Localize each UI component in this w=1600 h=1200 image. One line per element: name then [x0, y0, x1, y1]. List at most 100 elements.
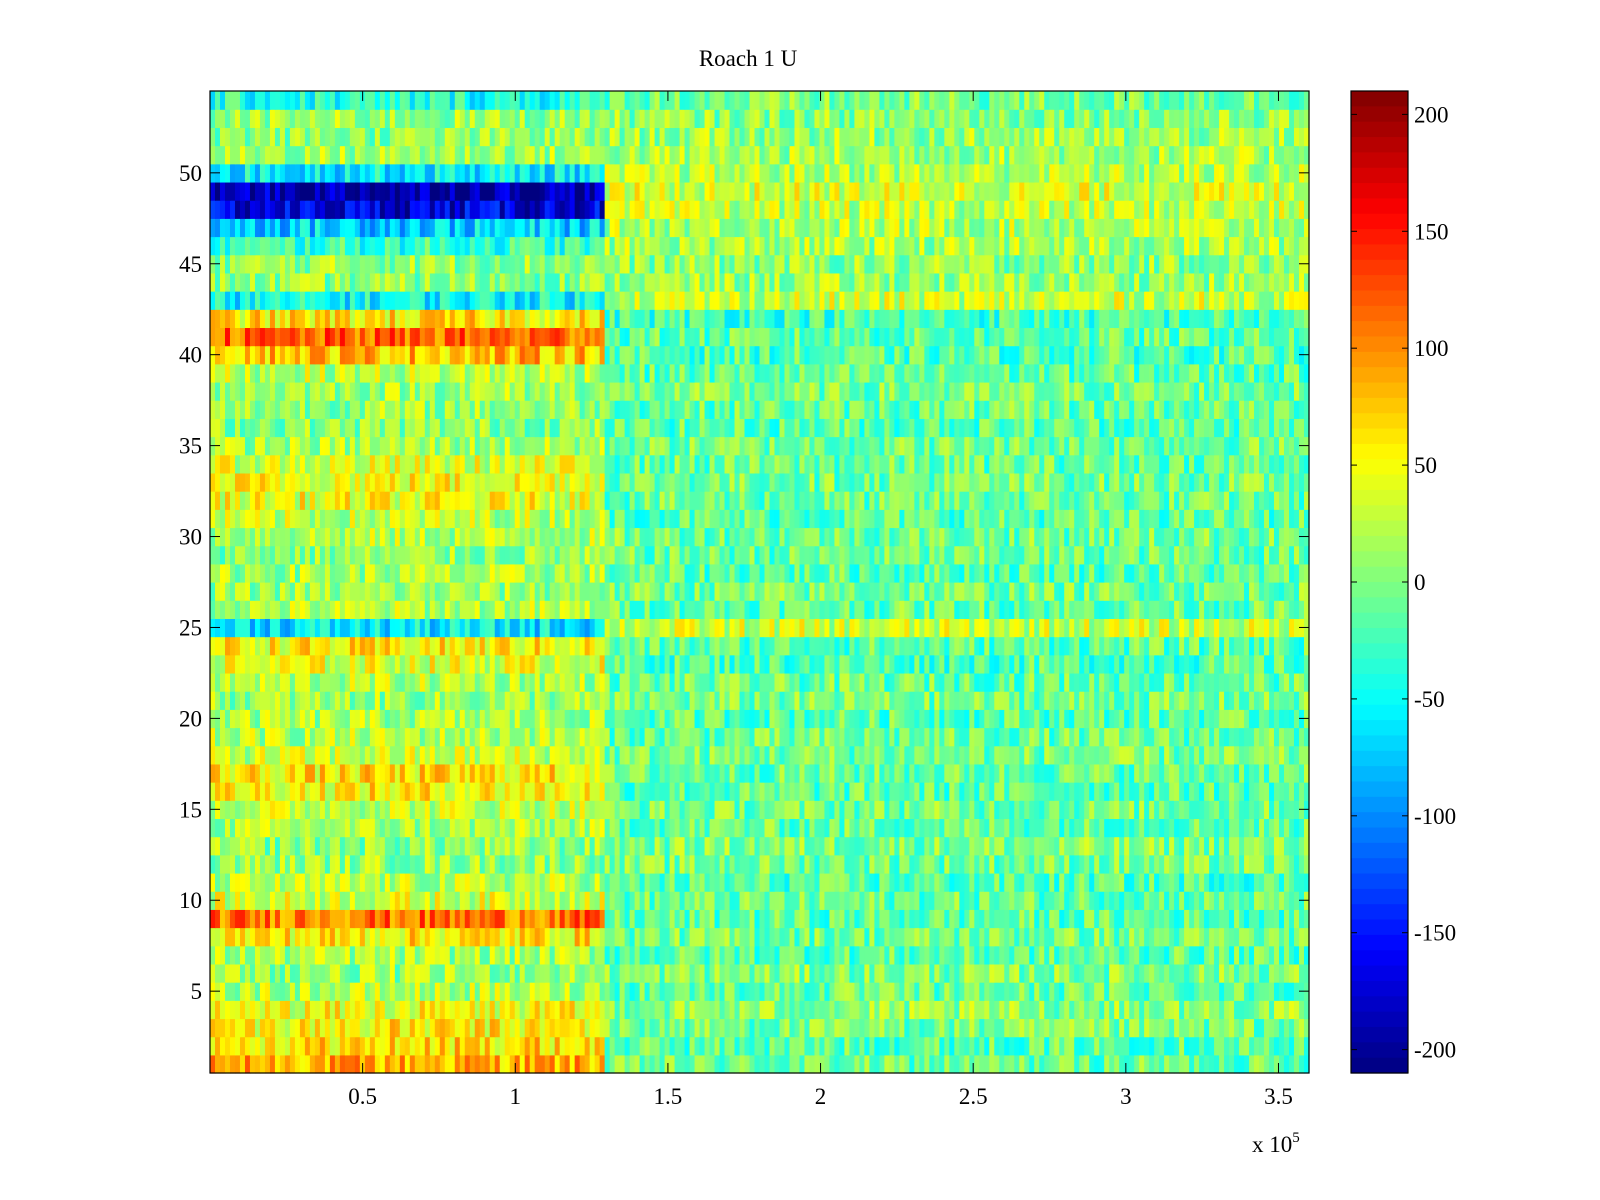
heatmap-cell [1244, 1018, 1250, 1038]
heatmap-cell [1299, 1018, 1305, 1038]
heatmap-cell [1034, 691, 1040, 710]
heatmap-cell [504, 709, 511, 729]
heatmap-cell [399, 927, 406, 947]
heatmap-cell [314, 945, 321, 965]
heatmap-cell [899, 782, 905, 801]
heatmap-cell [819, 909, 826, 929]
heatmap-cell [294, 782, 301, 801]
heatmap-cell [354, 1000, 361, 1020]
heatmap-cell [794, 800, 801, 820]
heatmap-cell [1249, 891, 1255, 910]
heatmap-cell [234, 818, 241, 838]
heatmap-cell [509, 872, 516, 892]
heatmap-cell [514, 727, 521, 747]
heatmap-cell [689, 963, 696, 983]
heatmap-cell [1214, 672, 1220, 692]
heatmap-cell [529, 854, 536, 874]
heatmap-cell [1014, 872, 1020, 892]
heatmap-cell [874, 927, 880, 947]
heatmap-cell [979, 854, 985, 874]
heatmap-cell [1269, 872, 1275, 892]
heatmap-cell [894, 672, 900, 692]
heatmap-cell [794, 982, 801, 1001]
heatmap-cell [569, 1018, 576, 1038]
heatmap-cell [424, 945, 431, 965]
heatmap-cell [994, 945, 1000, 965]
heatmap-cell [1064, 691, 1070, 710]
heatmap-cell [429, 982, 436, 1001]
heatmap-cell [1259, 1054, 1265, 1074]
heatmap-cell [1289, 1054, 1295, 1074]
heatmap-cell [769, 818, 776, 838]
heatmap-cell [709, 745, 716, 765]
heatmap-cell [229, 691, 236, 710]
heatmap-cell [1029, 1036, 1035, 1056]
heatmap-cell [564, 872, 571, 892]
heatmap-cell [889, 891, 895, 910]
heatmap-cell [709, 800, 716, 820]
heatmap-cell [944, 691, 950, 710]
heatmap-cell [1039, 872, 1045, 892]
heatmap-cell [879, 945, 885, 965]
heatmap-cell [1074, 691, 1080, 710]
heatmap-cell [1279, 872, 1285, 892]
heatmap-cell [819, 1054, 826, 1074]
heatmap-cell [1294, 836, 1300, 856]
heatmap-cell [319, 800, 326, 820]
heatmap-cell [1229, 1036, 1235, 1056]
heatmap-cell [549, 818, 556, 838]
heatmap-cell [409, 909, 416, 929]
heatmap-cell [814, 818, 821, 838]
heatmap-cell [399, 1054, 406, 1074]
heatmap-cell [609, 1054, 616, 1074]
heatmap-cell [664, 1036, 671, 1056]
heatmap-cell [1124, 763, 1130, 783]
heatmap-cell [594, 782, 601, 801]
heatmap-cell [1014, 1036, 1020, 1056]
heatmap-cell [489, 872, 496, 892]
heatmap-cell [704, 909, 711, 929]
heatmap-cell [1129, 927, 1135, 947]
heatmap-cell [1139, 1018, 1145, 1038]
heatmap-cell [1099, 945, 1105, 965]
heatmap-cell [1149, 836, 1155, 856]
heatmap-cell [884, 909, 890, 929]
heatmap-cell [864, 945, 870, 965]
heatmap-cell [1029, 818, 1035, 838]
heatmap-cell [884, 1000, 890, 1020]
heatmap-cell [379, 982, 386, 1001]
heatmap-cell [989, 763, 995, 783]
heatmap-cell [904, 709, 910, 729]
heatmap-cell [914, 654, 920, 674]
heatmap-cell [299, 963, 306, 983]
heatmap-cell [374, 1054, 381, 1074]
heatmap-cell [974, 1036, 980, 1056]
heatmap-cell [909, 872, 915, 892]
heatmap-cell [979, 1018, 985, 1038]
heatmap-cell [1184, 1000, 1190, 1020]
heatmap-cell [1119, 854, 1125, 874]
heatmap-cell [279, 927, 286, 947]
heatmap-cell [954, 854, 960, 874]
heatmap-cell [264, 891, 271, 910]
heatmap-cell [1144, 982, 1150, 1001]
heatmap-cell [1284, 1054, 1290, 1074]
heatmap-cell [729, 709, 736, 729]
heatmap-cell [1274, 1000, 1280, 1020]
heatmap-cell [709, 1018, 716, 1038]
heatmap-cell [739, 1018, 746, 1038]
heatmap-cell [679, 982, 686, 1001]
heatmap-cell [864, 854, 870, 874]
heatmap-cell [349, 909, 356, 929]
heatmap-cell [449, 1036, 456, 1056]
heatmap-cell [1109, 836, 1115, 856]
heatmap-cell [1304, 1036, 1310, 1056]
heatmap-cell [909, 800, 915, 820]
heatmap-cell [764, 854, 771, 874]
heatmap-cell [1104, 672, 1110, 692]
heatmap-cell [549, 763, 556, 783]
heatmap-cell [539, 672, 546, 692]
heatmap-cell [769, 763, 776, 783]
heatmap-cell [1164, 891, 1170, 910]
heatmap-cell [829, 709, 836, 729]
